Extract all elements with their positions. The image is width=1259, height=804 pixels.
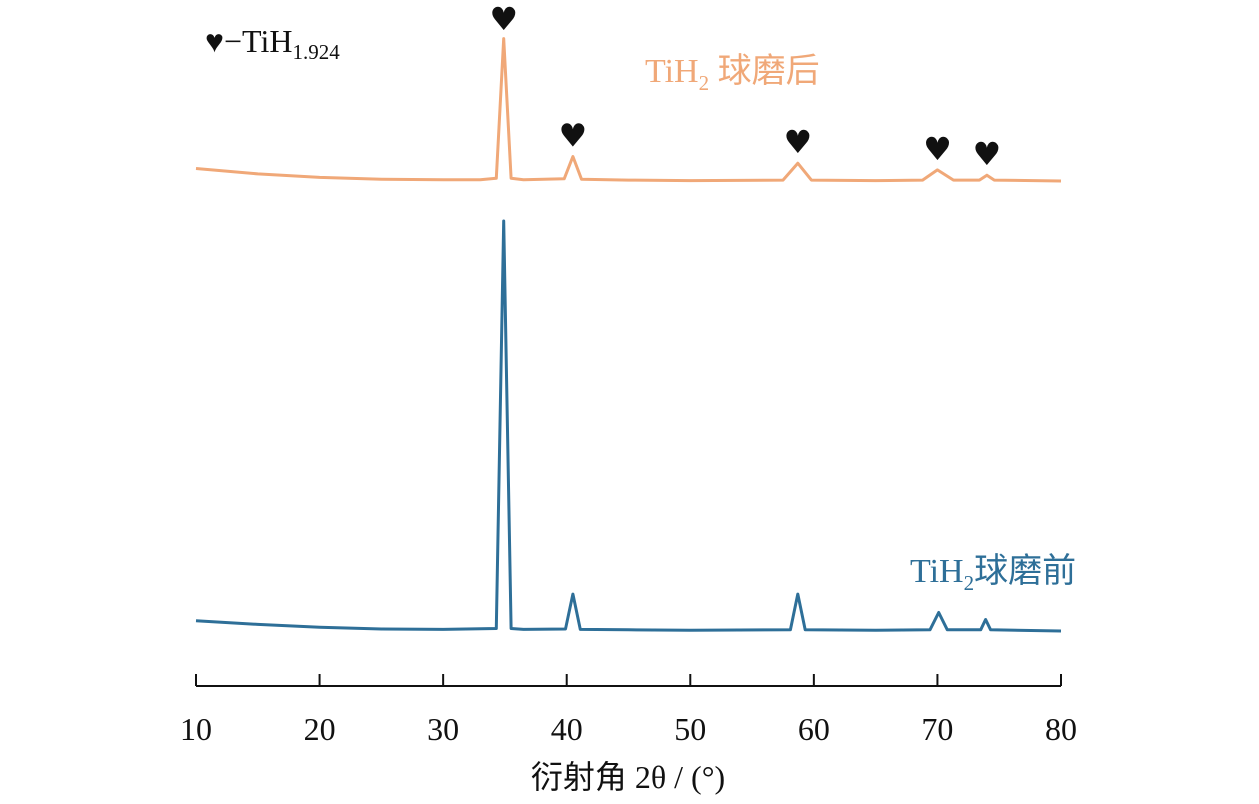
series-line-1	[195, 219, 1062, 633]
series-label-after-milling: TiH2 球磨后	[645, 53, 820, 95]
series-layer	[195, 37, 1062, 633]
x-tick-label: 60	[798, 711, 830, 747]
legend: ♥−TiH1.924	[205, 23, 340, 64]
x-tick-label: 50	[674, 711, 706, 747]
x-tick-label: 10	[180, 711, 212, 747]
peak-marker-layer: ♥ ♥ ♥ ♥ ♥	[489, 0, 1001, 173]
heart-icon: ♥	[559, 117, 588, 155]
x-tick-label: 80	[1045, 711, 1077, 747]
legend-subscript: 1.924	[292, 40, 340, 64]
legend-label: −TiH	[224, 23, 292, 59]
x-tick-label: 30	[427, 711, 459, 747]
heart-icon: ♥	[923, 130, 952, 168]
x-axis-label: 衍射角 2θ / (°)	[531, 759, 725, 795]
legend-marker: ♥	[205, 23, 224, 59]
heart-icon: ♥	[489, 0, 518, 38]
x-tick-label: 40	[551, 711, 583, 747]
x-tick-label: 70	[921, 711, 953, 747]
series-label-before-milling: TiH2球磨前	[910, 552, 1076, 595]
heart-icon: ♥	[973, 135, 1002, 173]
x-tick-layer: 10 20 30 40 50 60 70 80	[180, 674, 1077, 747]
x-tick-label: 20	[304, 711, 336, 747]
heart-icon: ♥	[783, 123, 812, 161]
series-line-0	[195, 37, 1062, 183]
legend-entry: ♥−TiH1.924	[205, 23, 340, 64]
